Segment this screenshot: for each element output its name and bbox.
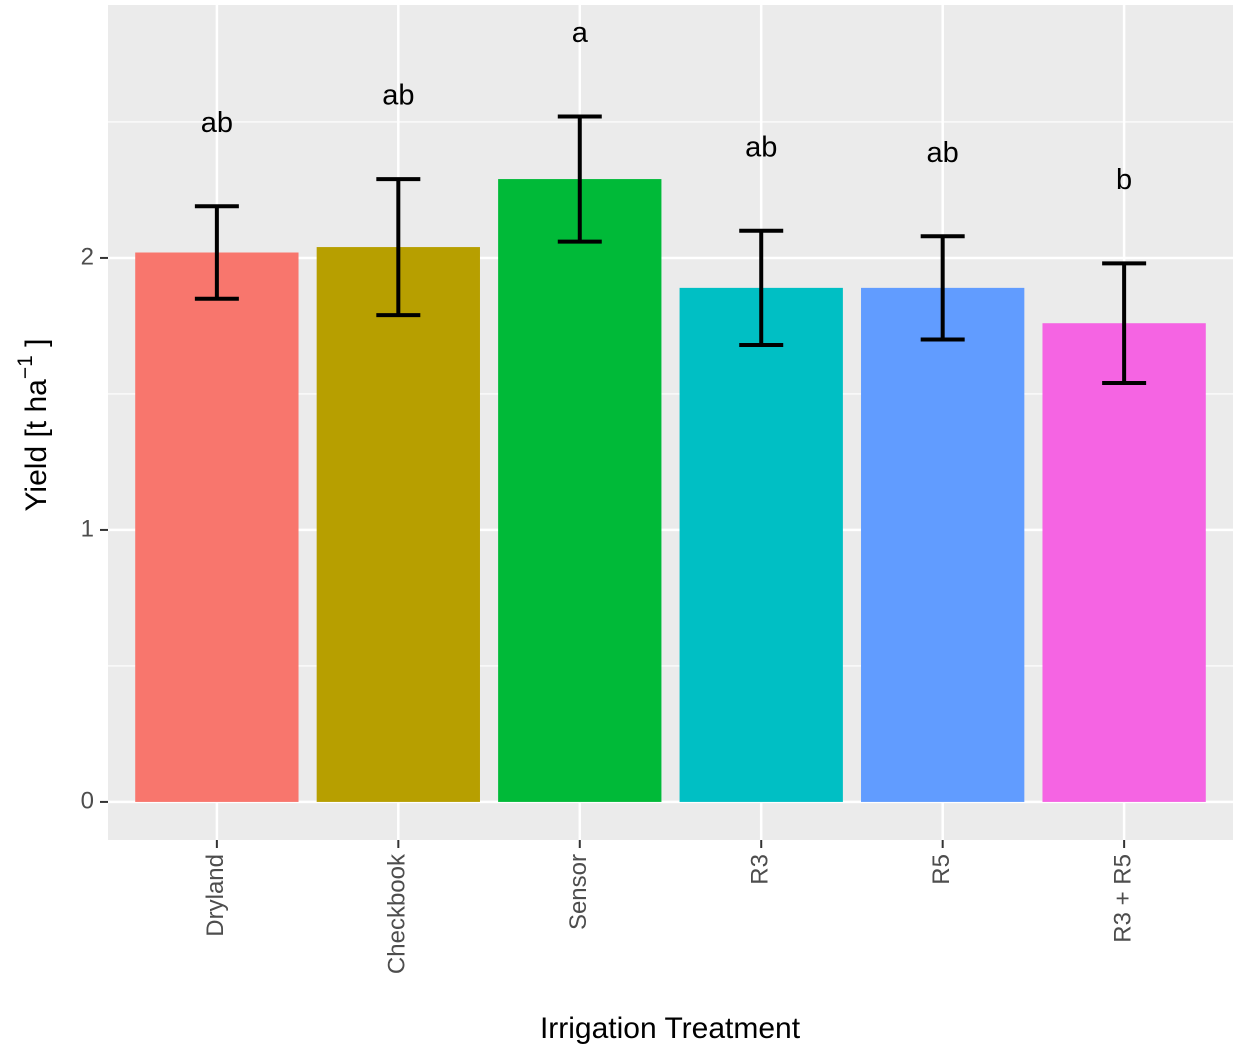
bar <box>316 247 480 802</box>
x-tick-label: Dryland <box>202 854 229 937</box>
error-bar <box>557 114 602 244</box>
marks: ab ab a ab ab b <box>135 17 1206 802</box>
significance-letter: ab <box>927 137 959 169</box>
y-axis-title: Yield [t ha−1 ] <box>14 339 53 512</box>
bar <box>498 179 662 802</box>
x-axis-title: Irrigation Treatment <box>540 1012 801 1045</box>
significance-letter: ab <box>201 107 233 139</box>
bar <box>861 287 1025 802</box>
significance-letter: ab <box>745 131 777 163</box>
significance-letter: ab <box>382 80 414 112</box>
error-bar <box>376 177 421 318</box>
x-tick-label: R5 <box>928 854 955 885</box>
x-tick-label: R3 + R5 <box>1109 854 1136 943</box>
bar <box>135 252 299 802</box>
bar <box>1042 323 1206 802</box>
y-axis-title-main: Yield [t ha <box>20 379 53 512</box>
significance-letter: a <box>572 17 589 49</box>
x-tick-label: Sensor <box>565 854 592 930</box>
y-tick-label: 2 <box>81 243 94 270</box>
y-tick-label: 1 <box>81 515 94 542</box>
significance-letter: b <box>1116 164 1132 196</box>
error-bar <box>920 234 965 342</box>
x-tick-label: R3 <box>747 854 774 885</box>
error-bar <box>194 204 239 301</box>
x-tick-label: Checkbook <box>384 853 411 974</box>
error-bar <box>739 228 784 347</box>
y-tick-label: 0 <box>81 787 94 814</box>
y-axis-title-end: ] <box>20 339 53 356</box>
error-bar <box>1102 261 1147 386</box>
y-axis-title-sup: −1 <box>14 355 37 379</box>
bar <box>679 287 843 802</box>
